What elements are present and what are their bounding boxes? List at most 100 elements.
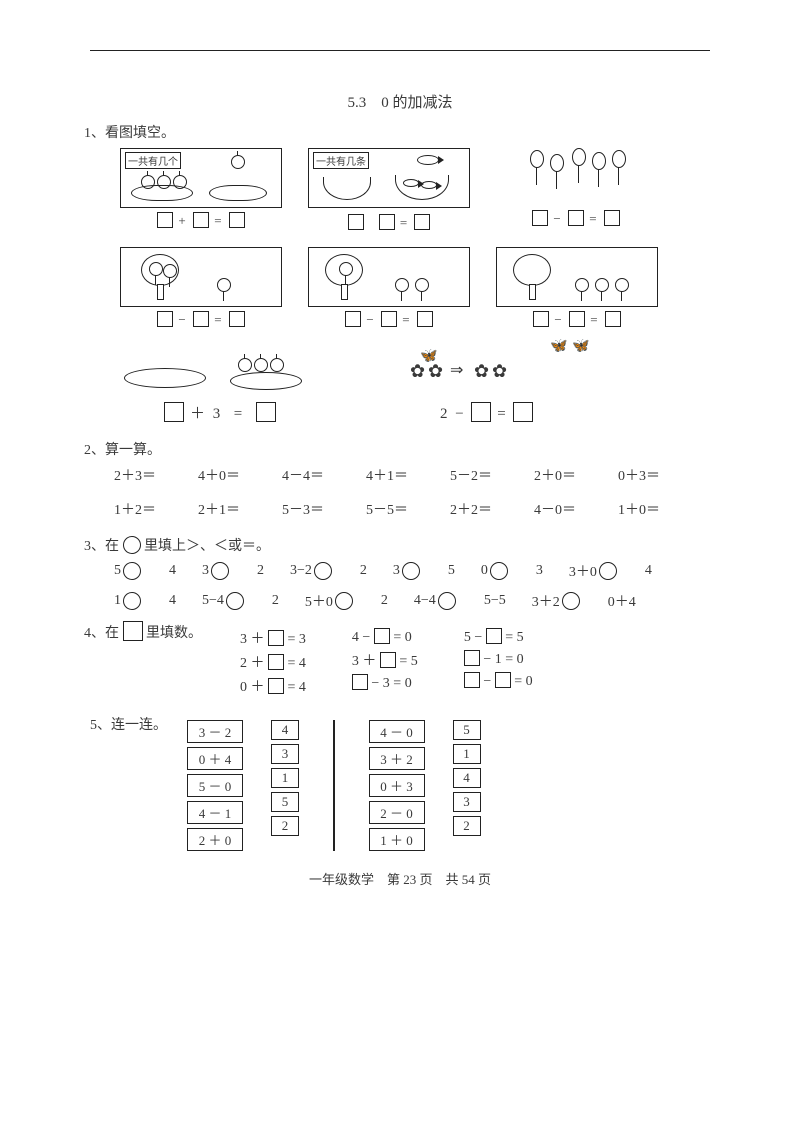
fill-item: − = 0	[464, 672, 533, 690]
q2-heading: 2、算一算。	[84, 439, 710, 459]
balloon-icon	[550, 154, 564, 172]
flower-icon: ✿	[492, 362, 507, 380]
match-col-expr: 4 － 0 3 ＋ 2 0 ＋ 3 2 － 0 1 ＋ 0	[369, 720, 425, 851]
q1-cell: ＋ 3 =	[120, 344, 320, 433]
match-cell: 3	[271, 744, 299, 764]
compare-item: 5 4	[114, 561, 176, 581]
box-caption: 一共有几个	[125, 152, 181, 169]
fish-icon	[417, 155, 439, 165]
match-cell: 1	[271, 768, 299, 788]
worksheet-page: 5.3 0 的加减法 1、看图填空。 一共有几个 + = 一共有几条	[0, 0, 800, 1132]
arith-row: 1＋2＝ 2＋1＝ 5－3＝ 5－5＝ 2＋2＝ 4－0＝ 1＋0＝	[114, 499, 710, 519]
match-cell: 4	[271, 720, 299, 740]
fruit-icon	[595, 278, 609, 292]
q5-heading: 5、连一连。	[90, 714, 167, 734]
compare-item: 3＋0 4	[569, 561, 652, 581]
fish-icon	[403, 179, 419, 187]
apple-icon	[231, 155, 245, 169]
match-cell: 3 － 2	[187, 720, 243, 743]
picture-box: 一共有几条	[308, 148, 470, 208]
picture-box: ✿ ✿ 🦋 ⇒ ✿ ✿ 🦋 🦋	[400, 344, 620, 398]
page-title: 5.3 0 的加减法	[90, 91, 710, 112]
tree-icon	[325, 254, 363, 300]
match-cell: 3	[453, 792, 481, 812]
compare-item: 1 4	[114, 591, 176, 611]
compare-item: 3 5	[393, 561, 455, 581]
q1-cell: 一共有几个 + =	[120, 148, 282, 241]
arith-item: 2＋1＝	[198, 499, 282, 519]
fruit-icon	[149, 262, 163, 276]
match-cell: 2	[271, 816, 299, 836]
balloon-icon	[592, 152, 606, 170]
arith-item: 0＋3＝	[618, 465, 702, 485]
fill-item: 3 ＋ = 5	[352, 650, 418, 670]
match-cell: 4 － 1	[187, 801, 243, 824]
match-col-ans: 5 1 4 3 2	[453, 720, 481, 836]
compare-item: 4−4 5−5	[414, 591, 506, 611]
fill-item: 4 − = 0	[352, 628, 418, 646]
match-cell: 4	[453, 768, 481, 788]
q1-cell: − =	[308, 247, 470, 338]
q3-grid: 5 4 3 2 3−2 2 3 5 0 3 3＋0 4 1 4 5−4 2 5＋…	[114, 561, 710, 611]
arith-item: 5－2＝	[450, 465, 534, 485]
q1-picture-grid: 一共有几个 + = 一共有几条	[120, 148, 710, 433]
fill-col: 3 ＋ = 3 2 ＋ = 4 0 ＋ = 4	[240, 624, 306, 700]
apple-icon	[157, 175, 171, 189]
q1-heading: 1、看图填空。	[84, 122, 710, 142]
compare-item: 3＋2 0＋4	[532, 591, 636, 611]
match-cell: 5	[271, 792, 299, 812]
q2-grid: 2＋3＝ 4＋0＝ 4－4＝ 4＋1＝ 5－2＝ 2＋0＝ 0＋3＝ 1＋2＝ …	[114, 465, 710, 519]
fill-item: 5 − = 5	[464, 628, 533, 646]
match-cell: 1	[453, 744, 481, 764]
fruit-icon	[339, 262, 353, 276]
q1-cell: − =	[120, 247, 282, 338]
q4-grid: 3 ＋ = 3 2 ＋ = 4 0 ＋ = 4 4 − = 0 3 ＋ = 5 …	[240, 624, 710, 700]
divider	[333, 720, 335, 851]
arrow-icon: ⇒	[450, 360, 463, 380]
square-icon	[123, 621, 143, 641]
picture-box	[308, 247, 470, 307]
match-cell: 2	[453, 816, 481, 836]
match-col-ans: 4 3 1 5 2	[271, 720, 299, 836]
fill-item: 2 ＋ = 4	[240, 652, 306, 672]
balloon-icon	[530, 150, 544, 168]
equation-blank: − =	[496, 311, 658, 328]
equation-blank: − =	[496, 210, 656, 227]
balloon-icon	[572, 148, 586, 166]
butterfly-icon: 🦋	[420, 348, 437, 365]
apple-icon	[254, 358, 268, 372]
fill-item: 3 ＋ = 3	[240, 628, 306, 648]
compare-item: 5＋0 2	[305, 591, 388, 611]
q5-match: 3 － 2 0 ＋ 4 5 － 0 4 － 1 2 ＋ 0 4 3 1 5 2 …	[187, 720, 481, 851]
equation-blank: ＋ 3 =	[120, 402, 320, 423]
fill-item: − 3 = 0	[352, 674, 418, 692]
arith-item: 5－3＝	[282, 499, 366, 519]
compare-item: 5−4 2	[202, 591, 279, 611]
match-cell: 0 ＋ 4	[187, 747, 243, 770]
butterfly-icon: 🦋	[550, 338, 567, 355]
q1-cell: ✿ ✿ 🦋 ⇒ ✿ ✿ 🦋 🦋 2 − =	[400, 344, 620, 433]
apple-icon	[173, 175, 187, 189]
arith-item: 2＋2＝	[450, 499, 534, 519]
balloon-icon	[612, 150, 626, 168]
fill-item: − 1 = 0	[464, 650, 533, 668]
q1-cell: − =	[496, 247, 658, 338]
arith-item: 4－0＝	[534, 499, 618, 519]
arith-item: 2＋0＝	[534, 465, 618, 485]
arith-item: 4＋1＝	[366, 465, 450, 485]
q3-heading: 3、在 里填上＞、＜或＝。	[84, 535, 710, 555]
equation-blank: =	[308, 212, 470, 231]
fill-col: 4 − = 0 3 ＋ = 5 − 3 = 0	[352, 624, 418, 700]
tree-icon	[513, 254, 551, 300]
arith-item: 2＋3＝	[114, 465, 198, 485]
compare-item: 3−2 2	[290, 561, 367, 581]
top-rule	[90, 50, 710, 51]
fruit-icon	[163, 264, 177, 278]
fruit-icon	[395, 278, 409, 292]
plate-icon	[124, 368, 206, 388]
compare-row: 1 4 5−4 2 5＋0 2 4−4 5−5 3＋2 0＋4	[114, 591, 710, 611]
arith-item: 4－4＝	[282, 465, 366, 485]
match-cell: 4 － 0	[369, 720, 425, 743]
apple-icon	[141, 175, 155, 189]
picture-box	[496, 247, 658, 307]
